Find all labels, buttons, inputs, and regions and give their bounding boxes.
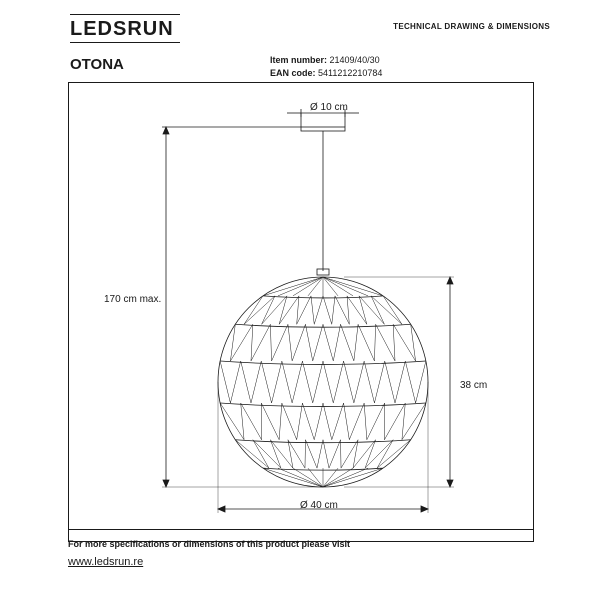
ean-label: EAN code:: [270, 68, 316, 78]
footer: For more specifications or dimensions of…: [68, 529, 534, 570]
dim-total-height: 170 cm max.: [104, 294, 161, 305]
ean-value: 5411212210784: [318, 68, 382, 78]
product-name: OTONA: [70, 56, 124, 73]
item-number-label: Item number:: [270, 55, 327, 65]
footer-text: For more specifications or dimensions of…: [68, 539, 350, 549]
dim-canopy-diameter: Ø 10 cm: [310, 102, 348, 113]
dim-shade-diameter: Ø 40 cm: [300, 500, 338, 511]
header-subtitle: TECHNICAL DRAWING & DIMENSIONS: [393, 22, 550, 31]
item-number-value: 21409/40/30: [330, 55, 380, 65]
dim-shade-height: 38 cm: [460, 380, 487, 391]
technical-drawing: [68, 82, 534, 542]
footer-url: www.ledsrun.re: [68, 556, 143, 568]
brand-logo: LEDSRUN: [70, 18, 174, 41]
item-info: Item number: 21409/40/30 EAN code: 54112…: [270, 54, 382, 79]
